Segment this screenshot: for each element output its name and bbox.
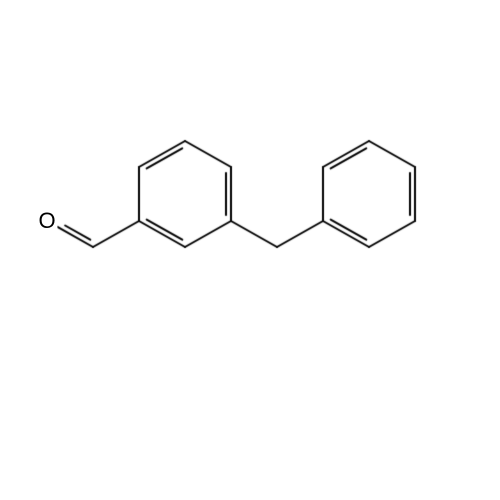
atom-label-o: O	[36, 208, 57, 234]
chemical-structure-canvas	[0, 0, 500, 500]
